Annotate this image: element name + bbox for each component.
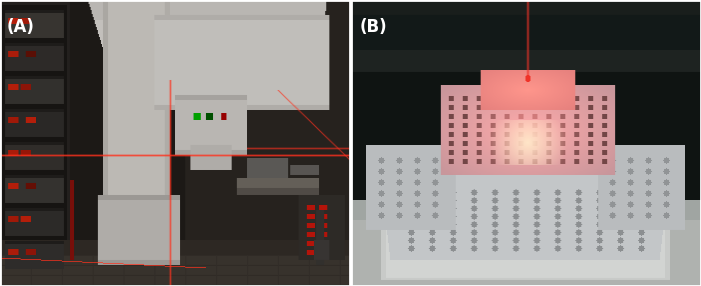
Text: (A): (A): [6, 18, 34, 36]
Text: (B): (B): [359, 18, 387, 36]
